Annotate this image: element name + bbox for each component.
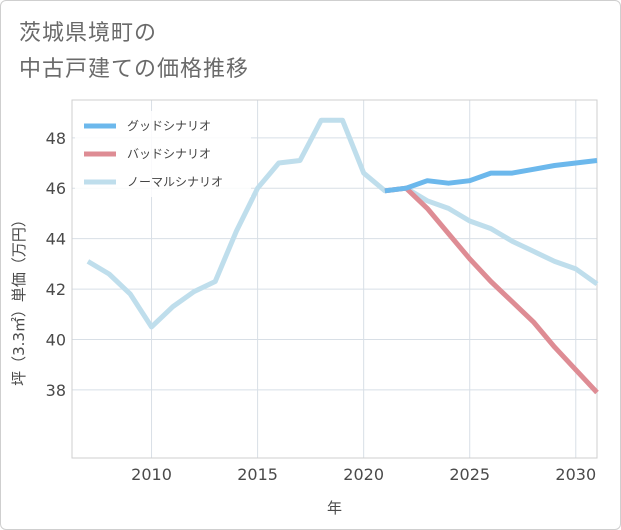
axis-ticks: 2010 2015 2020 2025 2030 38 40 42 44 46 48 — [46, 129, 597, 484]
series-line-1 — [384, 158, 598, 194]
x-tick-label: 2025 — [449, 465, 490, 484]
y-tick-label: 40 — [46, 331, 66, 350]
y-tick-label: 46 — [46, 179, 66, 198]
chart-title: 茨城県境町の 中古戸建ての価格推移 — [19, 16, 249, 88]
x-tick-label: 2030 — [555, 465, 596, 484]
grid — [72, 100, 597, 458]
x-tick-label: 2010 — [131, 465, 172, 484]
series-line-2 — [384, 185, 599, 395]
series-group — [86, 117, 599, 395]
title-line-2: 中古戸建ての価格推移 — [19, 57, 250, 82]
y-tick-label: 48 — [46, 129, 66, 148]
x-tick-label: 2015 — [237, 465, 278, 484]
x-tick-label: 2020 — [343, 465, 384, 484]
x-axis-title: 年 — [327, 499, 342, 517]
legend-label-1: グッドシナリオ — [127, 119, 211, 133]
title-line-1: 茨城県境町の — [19, 21, 158, 46]
y-tick-label: 38 — [46, 381, 66, 400]
y-axis-title: 坪（3.3㎡）単価（万円） — [10, 212, 28, 386]
series-line-3 — [86, 117, 599, 330]
legend-label-2: バッドシナリオ — [127, 147, 211, 161]
y-tick-label: 42 — [46, 280, 66, 299]
y-tick-label: 44 — [46, 230, 66, 249]
plot-area-frame — [71, 99, 598, 459]
legend-label-3: ノーマルシナリオ — [127, 175, 223, 189]
